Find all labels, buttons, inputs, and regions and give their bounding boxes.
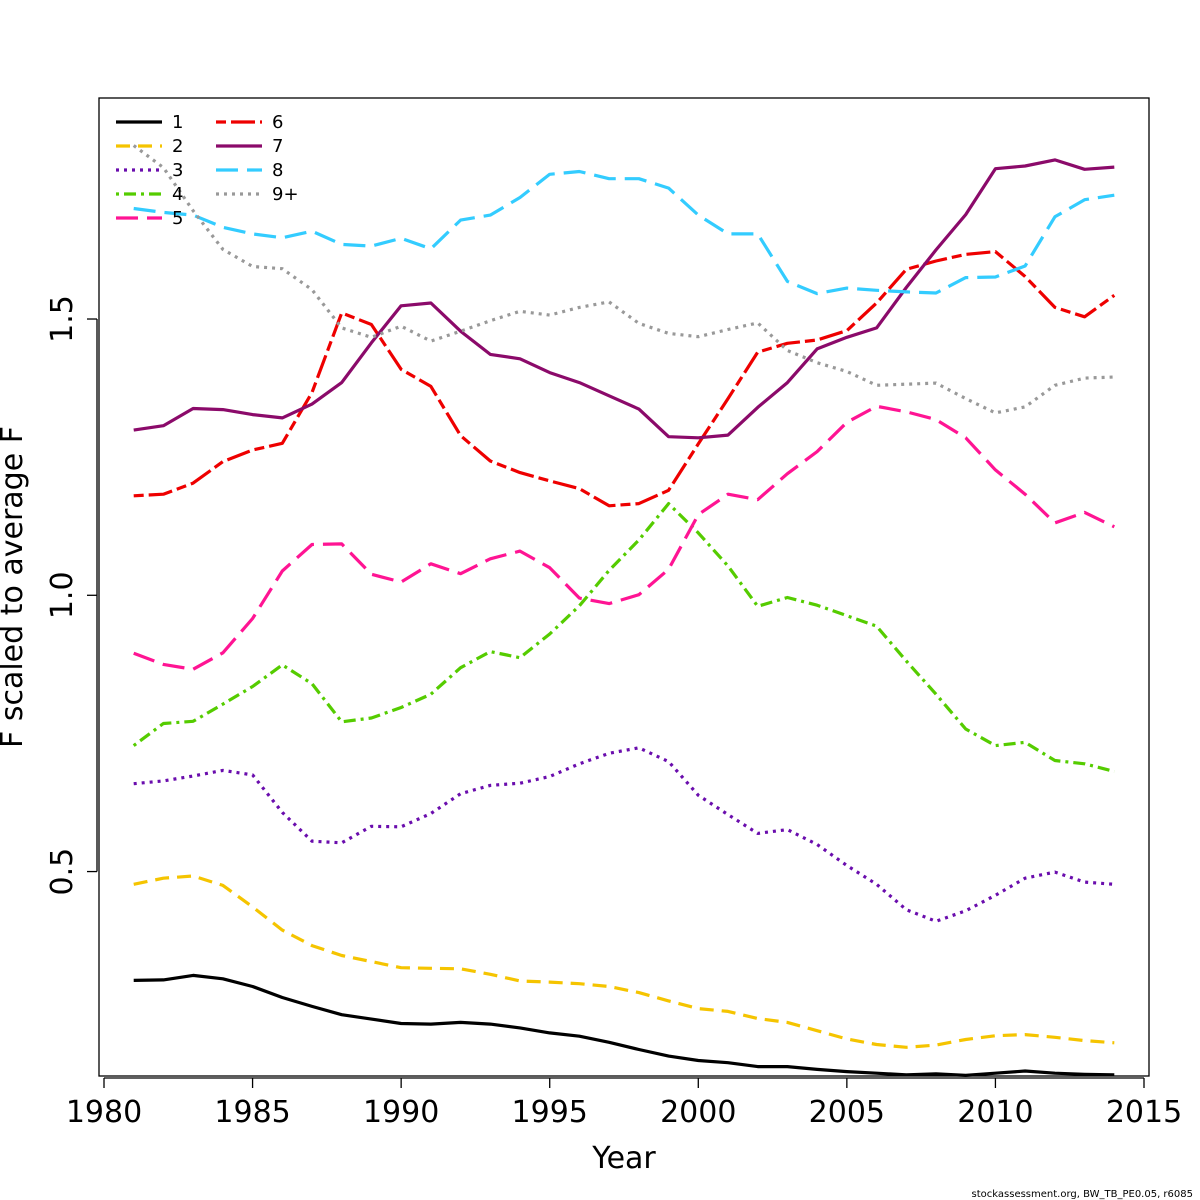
x-tick-label: 2000: [660, 1095, 736, 1130]
series-line-7: [133, 158, 1115, 440]
legend-label-1: 1: [172, 112, 183, 133]
series-line-8: [133, 169, 1115, 296]
legend-label-9+: 9+: [272, 184, 299, 205]
x-tick-label: 2010: [957, 1095, 1033, 1130]
series-line-9+: [132, 144, 1115, 415]
x-axis: 1980 1985 1990 1995 2000 2005 2010 2015: [66, 1077, 1182, 1130]
x-axis-title: Year: [591, 1141, 656, 1176]
series-line-1: [133, 973, 1115, 1078]
x-tick-label: 1980: [66, 1095, 142, 1130]
x-tick-label: 2005: [809, 1095, 885, 1130]
y-tick-label: 0.5: [45, 848, 80, 896]
series-line-4: [132, 502, 1115, 774]
x-tick-label: 2015: [1106, 1095, 1182, 1130]
series-layer: [132, 144, 1116, 1078]
plot-frame: [98, 97, 1150, 1077]
y-axis: 0.5 1.0 1.5: [45, 295, 98, 896]
x-tick-label: 1995: [512, 1095, 588, 1130]
legend-label-8: 8: [272, 160, 283, 181]
series-line-2: [133, 874, 1115, 1049]
legend-label-5: 5: [172, 208, 183, 229]
legend-label-6: 6: [272, 112, 283, 133]
y-tick-label: 1.0: [45, 571, 80, 619]
legend: 1 2 3 4 5 6 7 8 9+: [116, 112, 299, 229]
y-tick-label: 1.5: [45, 295, 80, 343]
x-tick-label: 1990: [363, 1095, 439, 1130]
series-line-5: [133, 404, 1115, 671]
legend-label-7: 7: [272, 136, 283, 157]
legend-label-2: 2: [172, 136, 183, 157]
credit-text: stockassessment.org, BW_TB_PE0.05, r6085: [972, 1189, 1193, 1200]
legend-label-4: 4: [172, 184, 183, 205]
y-axis-title: F scaled to average F: [0, 426, 30, 748]
series-line-6: [133, 250, 1116, 508]
x-tick-label: 1985: [214, 1095, 290, 1130]
legend-label-3: 3: [172, 160, 183, 181]
